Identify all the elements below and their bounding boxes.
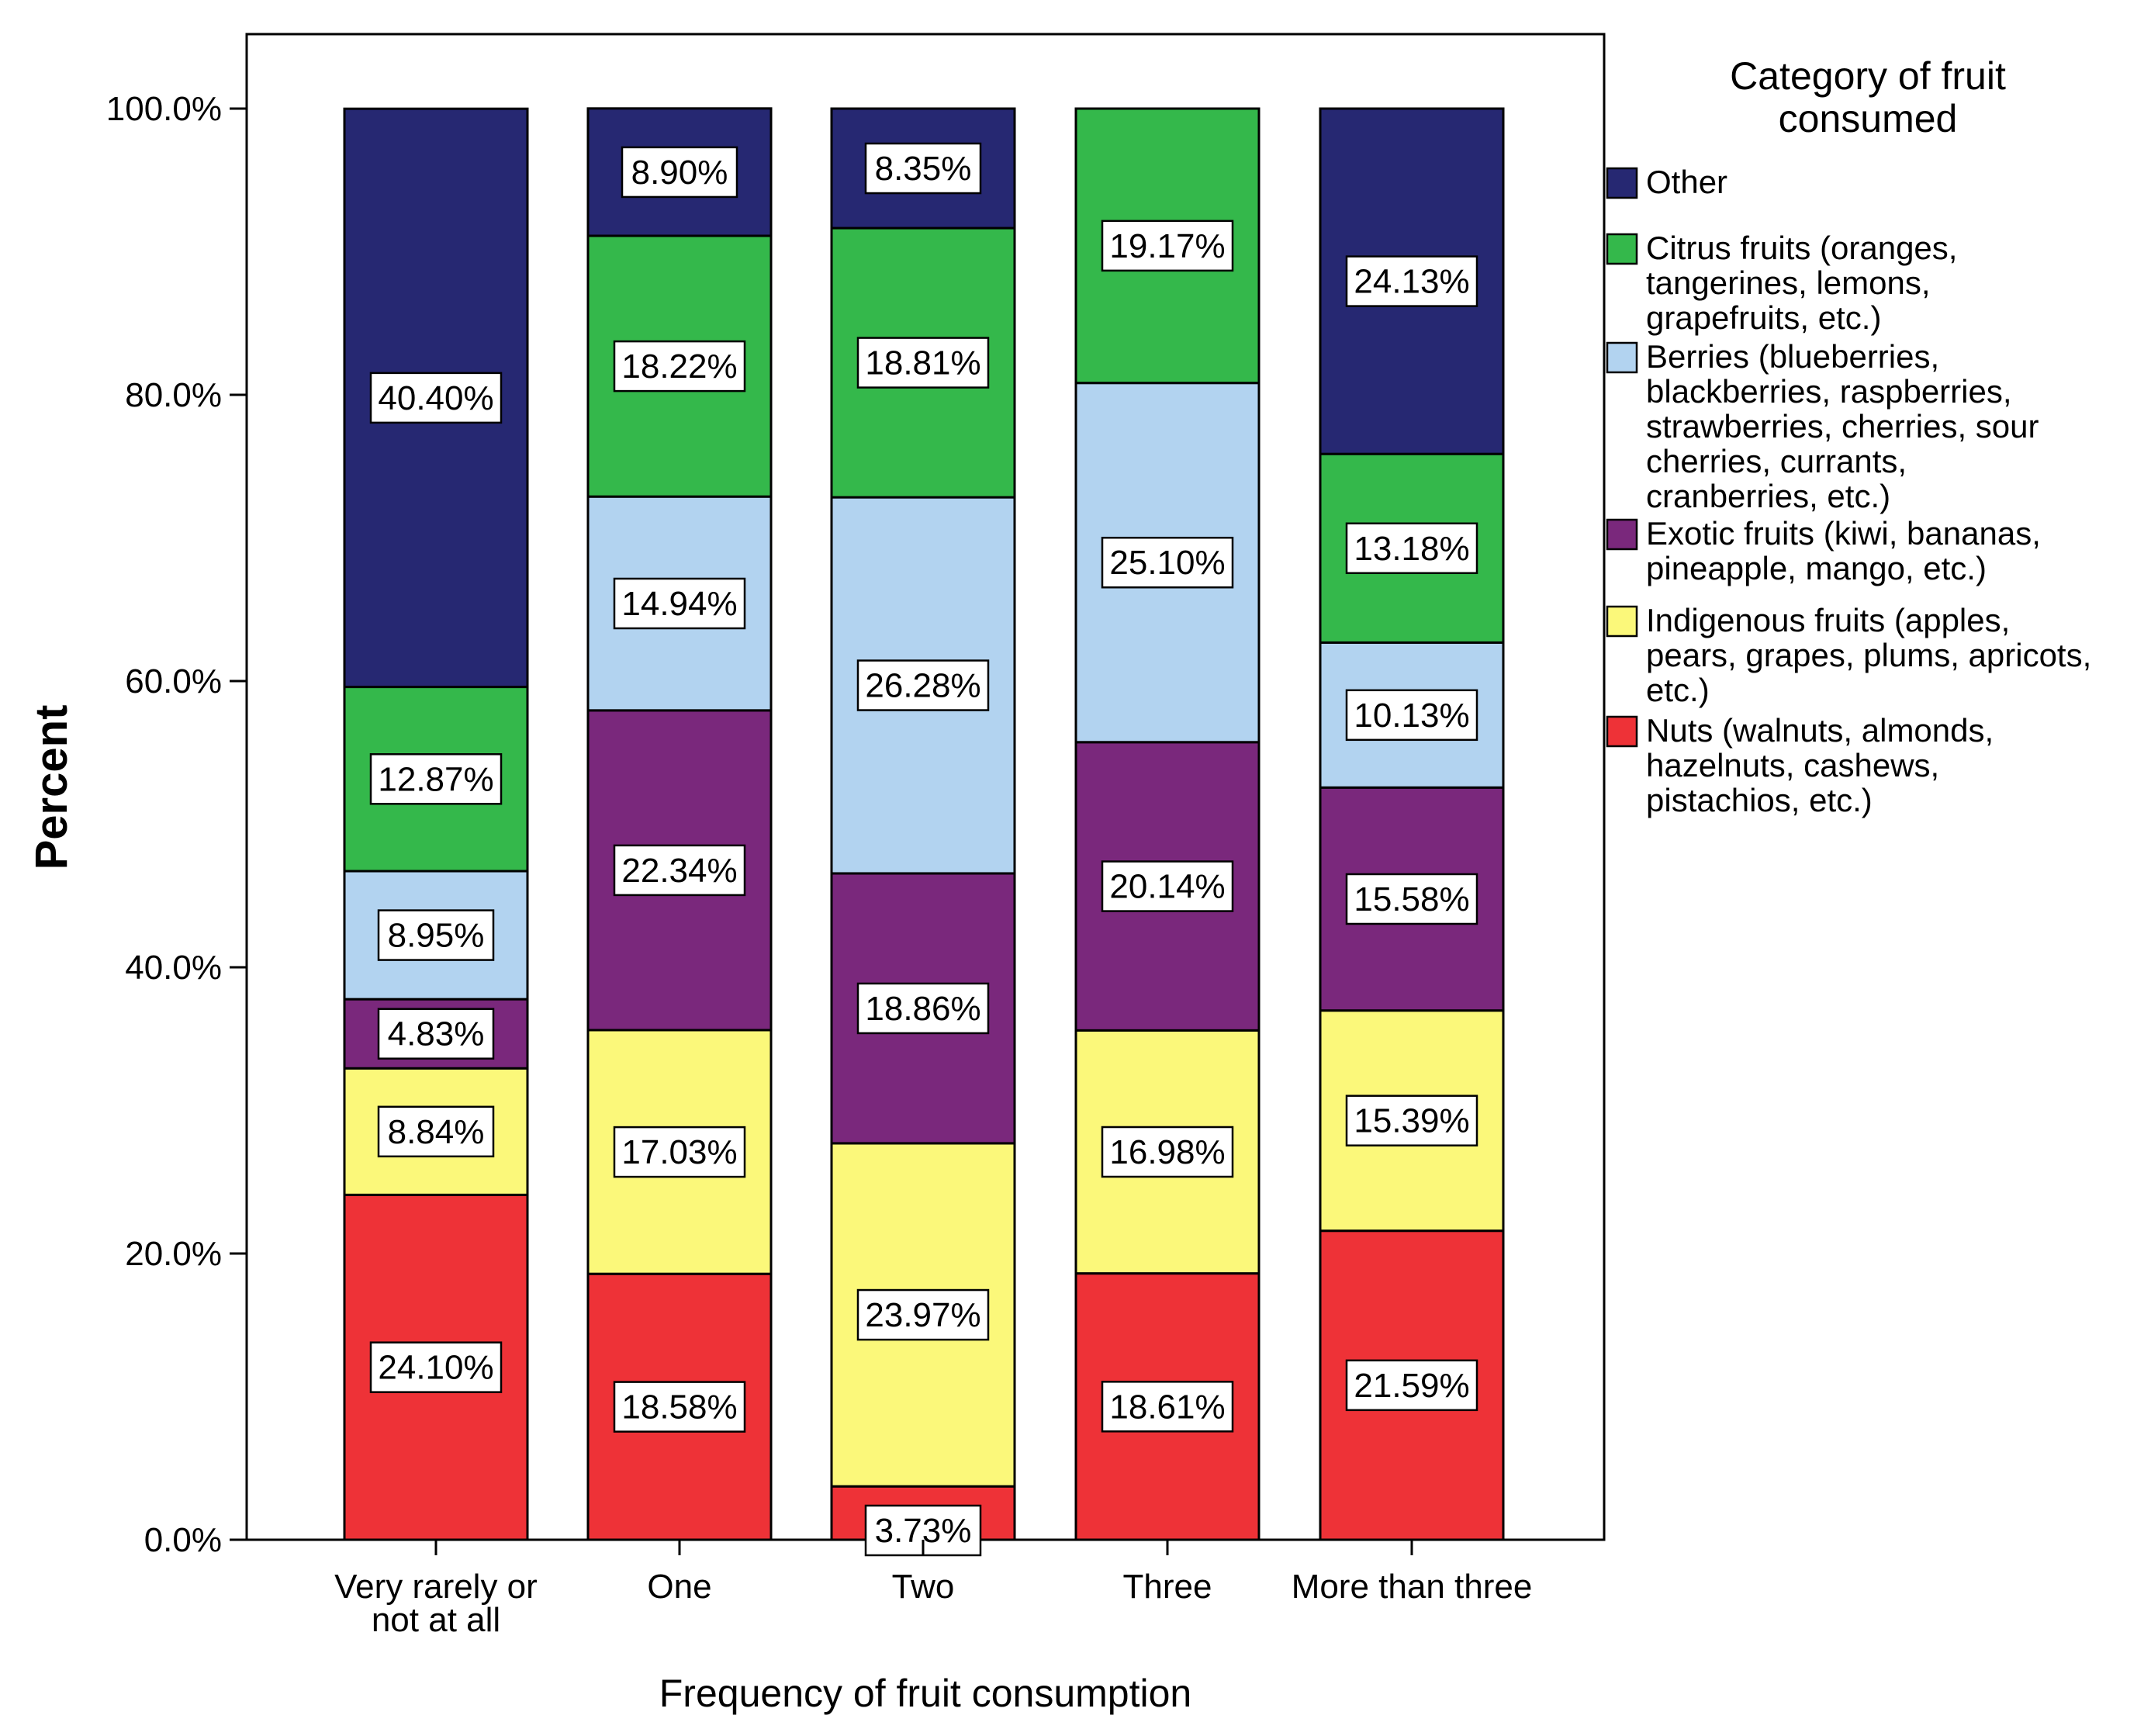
legend-label-3: cherries, currants,: [1646, 443, 1907, 479]
data-label-3-3: 25.10%: [1109, 544, 1225, 582]
x-tick-label: More than three: [1292, 1568, 1533, 1606]
data-label-box-4-1: [1345, 1095, 1478, 1146]
legend-swatch-4: [1606, 233, 1638, 265]
data-label-0-2: 4.83%: [388, 1015, 485, 1053]
data-label-4-1: 15.39%: [1354, 1102, 1469, 1140]
data-label-box-0-4: [369, 753, 503, 805]
data-label-box-3-2: [1101, 860, 1234, 912]
data-label-box-1-5: [621, 146, 738, 199]
data-label-box-1-0: [613, 1381, 746, 1433]
data-label-1-5: 8.90%: [631, 154, 728, 192]
data-label-4-4: 13.18%: [1354, 530, 1469, 568]
data-label-box-4-2: [1345, 873, 1478, 925]
y-tick-label: 100.0%: [106, 90, 222, 128]
legend-label-2: pineapple, mango, etc.): [1646, 550, 1987, 586]
y-axis-title: Percent: [26, 705, 77, 870]
data-label-box-1-1: [613, 1126, 746, 1178]
x-tick-label: not at all: [372, 1601, 500, 1639]
data-label-box-4-5: [1345, 255, 1478, 307]
data-label-4-3: 10.13%: [1354, 697, 1469, 735]
data-label-2-3: 26.28%: [865, 667, 980, 705]
data-label-box-2-3: [856, 659, 990, 711]
data-label-3-2: 20.14%: [1109, 868, 1225, 906]
data-label-box-0-5: [369, 372, 503, 424]
data-label-0-5: 40.40%: [378, 379, 493, 417]
legend-label-0: Nuts (walnuts, almonds,: [1646, 712, 1994, 749]
data-label-box-0-3: [377, 909, 495, 961]
data-label-box-0-2: [377, 1008, 495, 1060]
legend-label-3: strawberries, cherries, sour: [1646, 408, 2039, 444]
data-label-3-4: 19.17%: [1109, 227, 1225, 265]
data-label-0-1: 8.84%: [388, 1113, 485, 1151]
x-tick-label: One: [647, 1568, 711, 1606]
data-label-4-2: 15.58%: [1354, 880, 1469, 918]
data-label-box-3-4: [1101, 220, 1234, 272]
data-label-box-3-3: [1101, 536, 1234, 589]
x-axis-title: Frequency of fruit consumption: [659, 1672, 1191, 1715]
data-label-2-1: 23.97%: [865, 1296, 980, 1334]
y-tick-label: 80.0%: [125, 376, 222, 414]
data-label-box-0-0: [369, 1341, 503, 1393]
data-label-2-5: 8.35%: [875, 150, 972, 188]
data-label-4-0: 21.59%: [1354, 1367, 1469, 1405]
data-label-3-0: 18.61%: [1109, 1388, 1225, 1426]
legend-swatch-5: [1606, 167, 1638, 199]
data-label-box-4-4: [1345, 522, 1478, 575]
x-tick-label: Two: [892, 1568, 955, 1606]
y-tick-label: 20.0%: [125, 1235, 222, 1273]
data-label-0-0: 24.10%: [378, 1349, 493, 1387]
data-label-2-4: 18.81%: [865, 344, 980, 382]
data-label-box-2-1: [856, 1288, 990, 1341]
legend-label-0: pistachios, etc.): [1646, 782, 1873, 818]
legend-label-1: Indigenous fruits (apples,: [1646, 602, 2010, 638]
legend-title: Category of fruit: [1730, 54, 2006, 98]
data-label-1-0: 18.58%: [621, 1388, 737, 1426]
data-label-2-2: 18.86%: [865, 990, 980, 1028]
data-label-box-3-0: [1101, 1381, 1234, 1433]
data-label-box-1-4: [613, 340, 746, 393]
data-label-box-2-2: [856, 982, 990, 1035]
legend-label-4: grapefruits, etc.): [1646, 299, 1881, 336]
legend-label-4: tangerines, lemons,: [1646, 265, 1931, 301]
legend-swatch-0: [1606, 715, 1638, 748]
legend-swatch-3: [1606, 341, 1638, 374]
legend-label-5: Other: [1646, 164, 1727, 200]
legend-label-1: pears, grapes, plums, apricots,: [1646, 637, 2091, 673]
data-label-0-3: 8.95%: [388, 917, 485, 955]
legend-title: consumed: [1779, 97, 1958, 140]
data-label-box-2-4: [856, 337, 990, 389]
data-label-box-0-1: [377, 1105, 495, 1158]
data-label-3-1: 16.98%: [1109, 1133, 1225, 1171]
data-label-0-4: 12.87%: [378, 760, 493, 798]
legend-label-3: cranberries, etc.): [1646, 478, 1890, 514]
y-tick-label: 60.0%: [125, 662, 222, 700]
data-label-4-5: 24.13%: [1354, 263, 1469, 301]
legend-label-0: hazelnuts, cashews,: [1646, 747, 1939, 783]
legend-swatch-2: [1606, 518, 1638, 551]
legend-label-4: Citrus fruits (oranges,: [1646, 230, 1957, 266]
legend-label-3: Berries (blueberries,: [1646, 338, 1939, 375]
data-label-box-4-0: [1345, 1359, 1478, 1412]
data-label-1-4: 18.22%: [621, 348, 737, 386]
legend-label-2: Exotic fruits (kiwi, bananas,: [1646, 515, 2041, 552]
data-label-box-1-2: [613, 844, 746, 897]
data-label-box-4-3: [1345, 689, 1478, 742]
legend-label-3: blackberries, raspberries,: [1646, 373, 2012, 410]
data-label-box-3-1: [1101, 1126, 1234, 1178]
data-label-box-1-3: [613, 577, 746, 630]
data-label-1-2: 22.34%: [621, 852, 737, 890]
y-tick-label: 0.0%: [144, 1521, 222, 1559]
legend-label-1: etc.): [1646, 672, 1710, 708]
data-label-box-2-5: [864, 142, 982, 195]
legend-swatch-1: [1606, 605, 1638, 638]
data-label-1-1: 17.03%: [621, 1133, 737, 1171]
y-tick-label: 40.0%: [125, 949, 222, 987]
x-tick-label: Very rarely or: [334, 1568, 538, 1606]
x-tick-label: Three: [1123, 1568, 1212, 1606]
data-label-1-3: 14.94%: [621, 585, 737, 623]
